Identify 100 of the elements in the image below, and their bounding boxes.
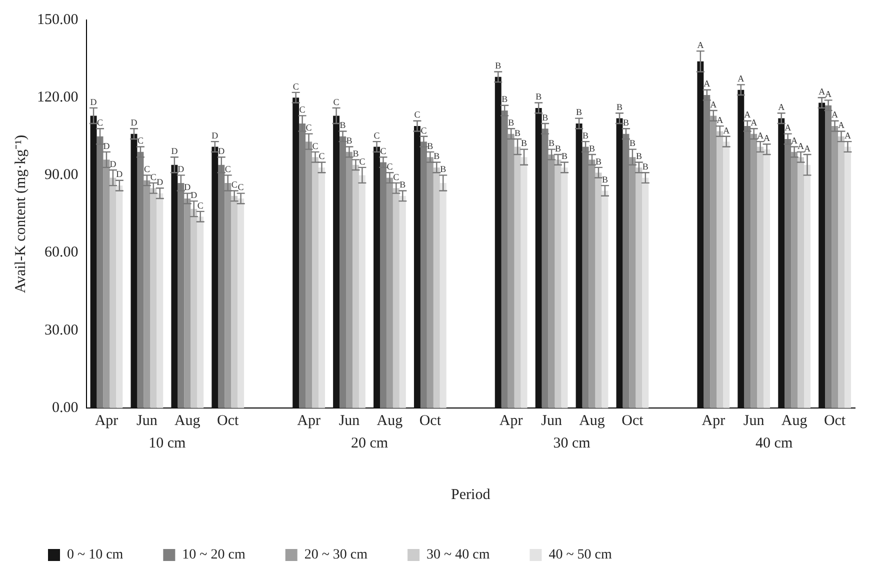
x-tick-label: Jun [338,412,360,429]
x-axis-title: Period [451,486,491,503]
data-label: D [103,140,110,151]
data-label: C [414,110,420,120]
data-label: D [156,176,164,187]
data-label: D [171,146,178,156]
x-tick-label: Apr [297,412,320,429]
data-label: B [427,140,434,151]
x-tick-label: Jun [541,412,562,429]
data-label: B [440,164,446,174]
data-label: A [710,99,718,110]
data-label: D [212,130,219,140]
data-label: B [400,180,406,190]
data-label: B [582,130,589,140]
data-label: B [514,128,521,138]
data-label: D [218,146,226,156]
data-label: B [561,151,568,162]
data-label: A [838,120,845,130]
x-tick-label: Apr [499,412,523,429]
data-label: B [521,138,528,148]
data-label: B [508,118,514,128]
data-label: D [184,182,192,192]
data-label: C [306,122,312,133]
data-label: C [359,156,366,166]
text: 10 cm [148,435,186,452]
legend-label: 0 ~ 10 cm [67,548,124,563]
data-label: C [292,81,299,92]
x-tick-label: Aug [174,412,201,429]
data-label: B [434,151,440,162]
y-tick-label: 120.00 [37,90,78,106]
data-label: A [791,136,798,146]
data-label: A [757,130,764,140]
data-label: C [137,136,144,146]
x-tick-label: Oct [622,412,644,429]
x-tick-label: Oct [419,412,442,429]
data-label: C [318,151,325,162]
data-label: D [116,169,124,180]
data-label: A [784,122,792,133]
legend-label: 20 ~ 30 cm [304,548,368,563]
data-label: A [716,114,724,125]
data-label: D [130,118,138,128]
data-label: D [90,96,98,107]
x-tick-label: Jun [136,412,158,429]
data-label: B [602,174,608,184]
data-label: A [825,89,832,100]
data-label: B [548,138,555,148]
text: 20 cm [350,435,388,452]
data-label: C [333,96,340,107]
x-tick-label: Aug [376,412,404,429]
data-label: B [555,143,562,154]
data-label: D [110,158,117,169]
data-label: A [832,110,839,120]
data-label: B [642,161,648,172]
x-tick-label: Oct [824,412,846,429]
legend-label: 10 ~ 20 cm [182,548,246,563]
data-label: B [616,102,623,112]
y-axis-title: Avail-K content (mg·kg⁻¹) [12,134,29,294]
data-label: A [750,118,758,128]
data-label: B [495,60,502,71]
data-label: C [374,130,380,140]
data-label: A [697,40,704,50]
data-label: A [798,140,805,151]
data-label: C [386,161,393,172]
data-label: C [150,172,156,182]
data-label: C [299,104,306,115]
data-label: A [723,125,730,136]
data-label: B [536,92,542,102]
y-tick-label: 90.00 [44,167,78,184]
data-label: A [738,74,745,84]
data-label: B [346,136,352,146]
legend-label: 30 ~ 40 cm [426,548,490,563]
data-label: B [542,112,548,122]
data-label: A [764,133,771,144]
data-label: B [622,118,629,128]
text: 30 cm [553,435,591,452]
x-tick-label: Aug [781,412,808,429]
data-label: B [502,94,508,104]
data-label: A [704,78,711,89]
data-label: C [144,164,150,174]
x-tick-label: Aug [579,412,606,429]
data-label: B [636,151,642,162]
data-label: A [744,110,752,120]
x-tick-label: Jun [743,412,765,429]
data-label: C [380,146,386,156]
data-label: B [340,120,346,130]
data-label: C [231,180,238,190]
data-label: D [190,190,198,200]
x-tick-label: Oct [217,412,240,429]
data-label: A [844,130,852,140]
data-label: B [576,107,582,118]
data-label: D [178,164,185,174]
data-label: C [420,125,427,136]
data-label: B [595,156,602,166]
data-label: A [804,143,812,154]
y-tick-label: 60.00 [44,244,78,261]
legend-label: 40 ~ 50 cm [548,548,612,563]
x-tick-label: Apr [702,412,726,429]
data-label: C [197,200,204,210]
data-label: C [312,140,318,151]
y-tick-label: 0.00 [52,400,78,416]
